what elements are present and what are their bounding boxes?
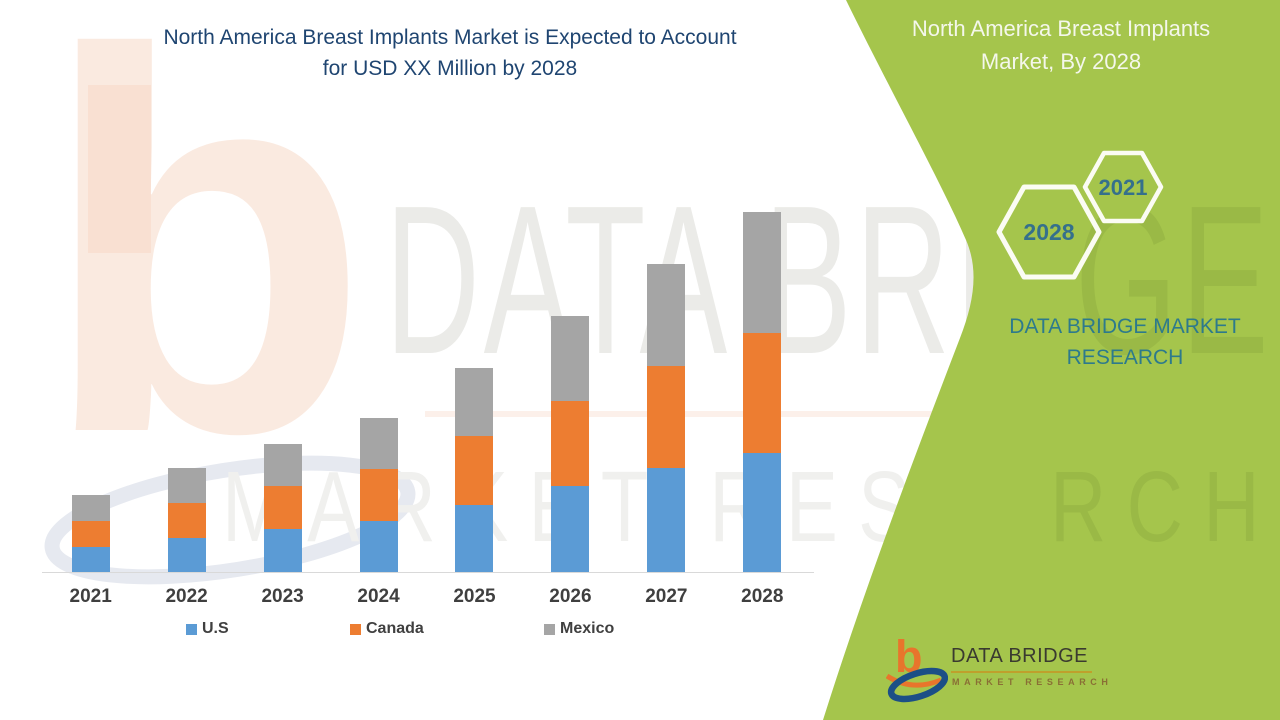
side-panel-shape: [823, 0, 1280, 720]
panel-watermark-fragment-2: RCH: [1050, 451, 1280, 563]
chart-title: North America Breast Implants Market is …: [0, 22, 900, 84]
x-axis-line: [42, 572, 814, 573]
bar-segment-mexico-2026: [551, 316, 590, 401]
bar-segment-us-2028: [743, 453, 782, 572]
bar-segment-mexico-2028: [743, 212, 782, 333]
bar-segment-us-2027: [647, 468, 686, 572]
footer-brand-name: DATA BRIDGE: [951, 645, 1089, 667]
legend-item-mexico: Mexico: [544, 620, 614, 638]
legend-item-us: U.S: [186, 620, 229, 638]
x-axis-label-2022: 2022: [165, 586, 208, 607]
hexagon-2028-label: 2028: [1023, 219, 1075, 245]
bar-segment-us-2025: [455, 505, 494, 572]
x-axis-label-2023: 2023: [261, 586, 304, 607]
panel-title-line2: Market, By 2028: [980, 49, 1142, 74]
legend-label: Mexico: [560, 620, 615, 637]
panel-title: North America Breast Implants Market, By…: [880, 12, 1242, 78]
bar-segment-canada-2025: [455, 436, 494, 505]
footer-logo-icon: b: [886, 631, 948, 703]
x-axis-label-2021: 2021: [69, 586, 112, 607]
bar-segment-us-2026: [551, 486, 590, 572]
bar-segment-canada-2021: [71, 521, 110, 547]
hexagon-2021: [1082, 150, 1164, 224]
bar-segment-canada-2023: [263, 486, 302, 529]
bar-segment-mexico-2022: [167, 468, 206, 503]
stacked-bar-chart: 2021 2022 2023 2024 2025 2026 2027 2028 U.S Canad…: [42, 212, 814, 638]
watermark-stem-highlight: [88, 85, 151, 253]
footer-brand-underline: [951, 671, 1092, 673]
bar-segment-us-2021: [71, 547, 110, 572]
hexagon-2021-label: 2021: [1098, 175, 1148, 200]
brand-wordmark: DATA BRIDGE MARKET RESEARCH: [950, 311, 1280, 373]
legend-swatch-canada: [350, 623, 361, 635]
watermark-swoosh-ellipse: [44, 455, 416, 585]
bar-segment-us-2023: [263, 529, 302, 572]
bar-segment-mexico-2025: [455, 368, 494, 436]
bar-segment-us-2022: [167, 538, 206, 572]
bar-segment-us-2024: [359, 521, 398, 572]
x-axis-label-2028: 2028: [741, 586, 784, 607]
bar-segment-canada-2024: [359, 469, 398, 521]
x-axis-label-2026: 2026: [549, 586, 592, 607]
x-axis-label-2024: 2024: [357, 586, 400, 607]
legend-label: Canada: [366, 620, 424, 637]
legend-swatch-us: [186, 623, 197, 635]
bar-segment-canada-2022: [167, 503, 206, 538]
x-axis-label-2027: 2027: [645, 586, 688, 607]
hexagon-2028: [996, 184, 1102, 280]
legend-label: U.S: [202, 620, 229, 637]
footer-brand-tagline: MARKET RESEARCH: [952, 677, 1113, 687]
panel-title-line1: North America Breast Implants: [911, 16, 1211, 41]
x-axis-label-2025: 2025: [453, 586, 496, 607]
legend-swatch-mexico: [544, 623, 555, 635]
bar-segment-mexico-2023: [263, 444, 302, 486]
bar-segment-canada-2027: [647, 366, 686, 468]
watermark-peach-band: [425, 411, 970, 417]
bar-segment-canada-2028: [743, 333, 782, 453]
legend-item-canada: Canada: [350, 620, 424, 638]
footer-logo-orange-swoosh: [886, 673, 942, 688]
chart-title-line1: North America Breast Implants Market is …: [163, 26, 737, 49]
bar-segment-mexico-2024: [359, 418, 398, 469]
bar-segment-canada-2026: [551, 401, 590, 486]
brand-line2: RESEARCH: [1066, 346, 1184, 369]
bar-segment-mexico-2027: [647, 264, 686, 366]
footer-logo-blue-ring: [887, 667, 948, 703]
bar-segment-mexico-2021: [71, 495, 110, 521]
chart-title-line2: for USD XX Million by 2028: [322, 57, 578, 80]
brand-line1: DATA BRIDGE MARKET: [1009, 315, 1241, 338]
